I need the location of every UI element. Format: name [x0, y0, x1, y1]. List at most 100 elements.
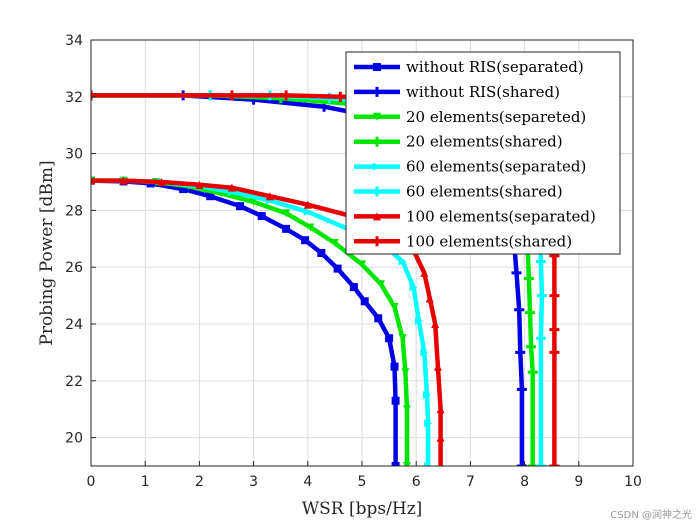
legend-label: without RIS(shared): [406, 83, 560, 101]
data-point: [206, 192, 215, 201]
x-tick-label: 3: [249, 474, 258, 490]
legend: without RIS(separated) without RIS(shared…: [345, 51, 621, 255]
legend-marker: [373, 63, 381, 71]
legend-label: 20 elements(separeted): [406, 108, 586, 126]
legend-label: 60 elements(separated): [406, 158, 586, 176]
legend-label: 60 elements(shared): [406, 183, 563, 201]
data-point: [420, 348, 429, 357]
data-point: [515, 347, 526, 358]
y-tick-label: 24: [65, 317, 83, 333]
data-point: [420, 268, 429, 277]
data-point: [303, 207, 312, 216]
data-point: [398, 334, 407, 343]
x-tick-label: 6: [412, 474, 421, 490]
data-point: [535, 256, 546, 267]
data-point: [514, 304, 525, 315]
y-tick-label: 34: [65, 33, 83, 49]
data-point: [527, 461, 538, 466]
data-point: [91, 90, 96, 101]
data-point: [385, 334, 394, 343]
legend-label: 20 elements(shared): [406, 133, 563, 151]
x-tick-label: 4: [303, 474, 312, 490]
data-point: [549, 324, 560, 335]
data-point: [535, 333, 546, 344]
x-tick-label: 0: [87, 474, 96, 490]
data-point: [317, 249, 326, 257]
data-point: [549, 347, 560, 358]
legend-label: 100 elements(shared): [406, 232, 572, 250]
series-line: [91, 178, 398, 466]
data-point: [424, 419, 433, 428]
data-point: [282, 209, 291, 218]
data-point: [157, 178, 166, 186]
y-tick-label: 30: [65, 147, 83, 163]
y-axis-ticks: 20 22 24 26 28 30 32 34: [65, 33, 96, 447]
data-point: [227, 183, 236, 192]
x-tick-label: 9: [574, 474, 583, 490]
legend-marker: [373, 212, 381, 221]
data-point: [511, 267, 522, 278]
data-point: [391, 462, 400, 466]
legend-item: 20 elements(separeted): [354, 108, 586, 126]
data-point: [306, 223, 315, 232]
data-point: [374, 314, 383, 323]
data-point: [525, 307, 536, 318]
data-point: [179, 185, 188, 194]
data-point: [281, 90, 292, 101]
x-tick-label: 5: [358, 474, 367, 490]
y-tick-label: 28: [65, 203, 83, 219]
x-axis-ticks: 0 1 2 3 4 5 6 7 8 9 10: [87, 461, 642, 490]
data-point: [282, 224, 291, 233]
data-point: [391, 396, 400, 405]
y-axis-label: Probing Power [dBm]: [37, 160, 57, 345]
data-point: [360, 297, 369, 306]
data-point: [414, 317, 423, 326]
legend-item: 60 elements(separated): [354, 158, 586, 176]
data-point: [516, 461, 527, 466]
data-point: [376, 280, 385, 289]
data-point: [330, 239, 339, 248]
data-point: [249, 197, 258, 206]
legend-marker: [373, 162, 381, 171]
data-point: [349, 283, 358, 292]
legend-item: without RIS(separated): [354, 58, 584, 76]
y-tick-label: 22: [65, 374, 83, 390]
watermark-text: CSDN @润神之光: [610, 508, 692, 521]
legend-item: 60 elements(shared): [354, 183, 563, 201]
x-tick-label: 7: [466, 474, 475, 490]
x-tick-label: 8: [520, 474, 529, 490]
data-point: [402, 405, 411, 414]
data-point: [398, 257, 407, 266]
legend-marker: [373, 112, 381, 121]
legend-item: 20 elements(shared): [354, 133, 563, 151]
legend-item: 100 elements(shared): [354, 232, 572, 250]
data-point: [549, 461, 560, 466]
data-point: [433, 362, 442, 371]
y-tick-label: 26: [65, 260, 83, 276]
x-tick-label: 1: [141, 474, 150, 490]
legend-item: without RIS(shared): [354, 83, 560, 101]
x-axis-label: WSR [bps/Hz]: [302, 499, 423, 519]
legend-label: without RIS(separated): [406, 58, 584, 76]
data-point: [401, 368, 410, 377]
data-point: [431, 320, 440, 328]
legend-marker: [372, 186, 382, 197]
data-point: [516, 384, 527, 395]
data-point: [536, 290, 547, 301]
legend-label: 100 elements(separated): [406, 207, 596, 225]
data-point: [265, 192, 274, 201]
data-point: [423, 391, 432, 399]
legend-item: 100 elements(separated): [354, 207, 596, 225]
data-point: [424, 462, 433, 466]
data-point: [425, 294, 434, 303]
data-point: [436, 433, 445, 442]
data-point: [301, 236, 310, 245]
data-point: [549, 290, 560, 301]
data-point: [535, 461, 546, 466]
x-tick-label: 2: [195, 474, 204, 490]
data-point: [333, 264, 342, 273]
legend-marker: [372, 236, 382, 247]
data-point: [402, 462, 411, 466]
legend-box: [345, 51, 621, 255]
